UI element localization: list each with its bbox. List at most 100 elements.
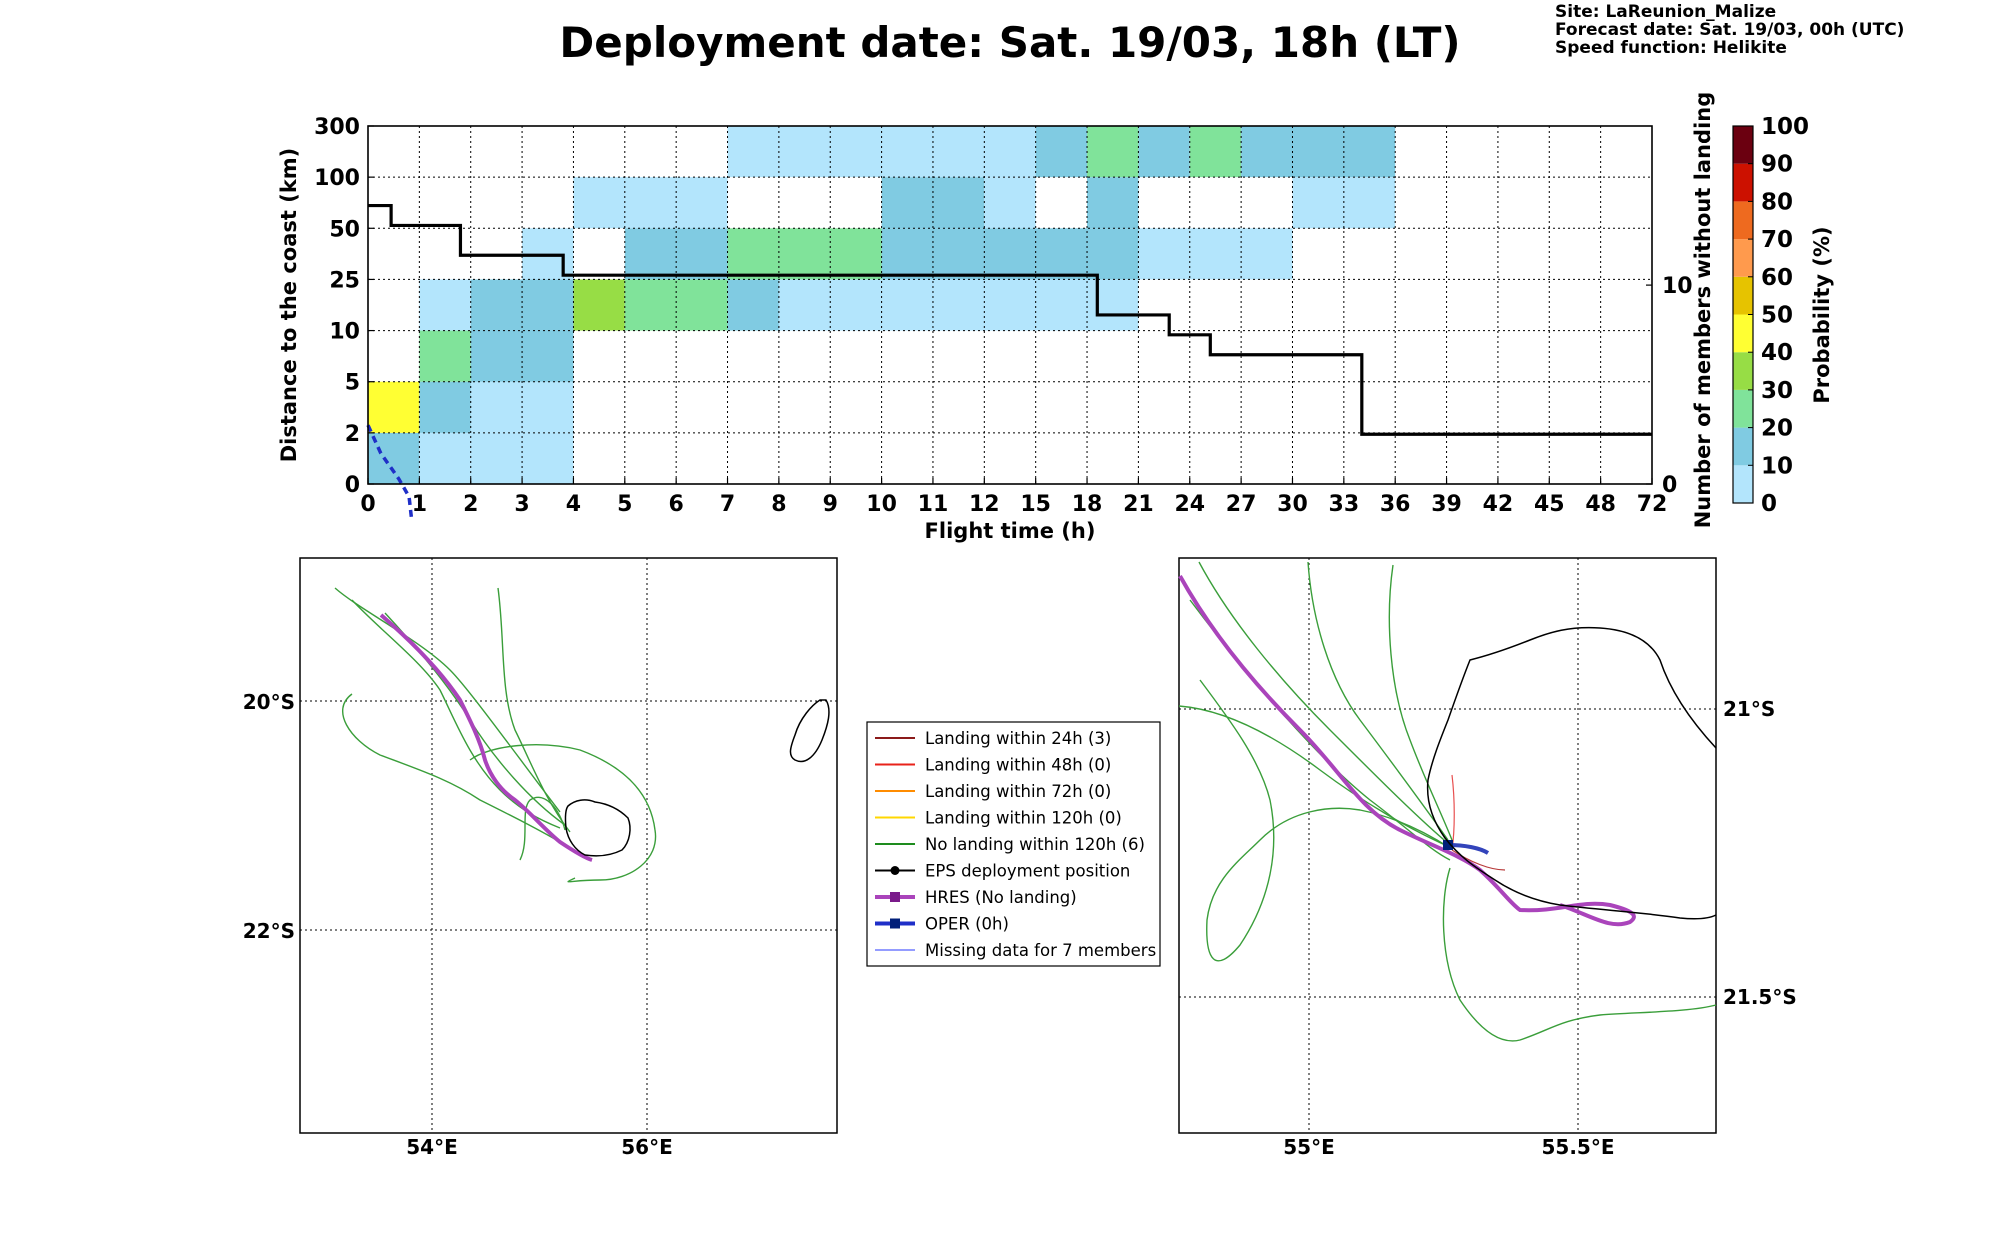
eps-track xyxy=(497,587,571,833)
eps-track xyxy=(519,796,566,861)
heatmap-cell xyxy=(573,279,625,331)
colorbar-segment xyxy=(1733,352,1753,390)
heatmap-cell xyxy=(1087,177,1139,229)
colorbar-segment xyxy=(1733,201,1753,240)
heatmap-cell xyxy=(1138,126,1190,178)
colorbar-tick-label: 90 xyxy=(1761,152,1793,178)
heatmap-frame xyxy=(367,125,1653,485)
heatmap-cells xyxy=(368,126,1396,484)
colorbar-ticks: 0 10 20 30 40 50 60 70 80 90 100 xyxy=(1748,114,1809,517)
x-tick-label: 39 xyxy=(1431,492,1462,517)
legend-label: EPS deployment position xyxy=(925,862,1130,881)
heatmap-panel: 0 1 2 3 4 5 6 7 8 9 10 11 12 15 18 21 24 27 30 33 36 39 42 45 48… xyxy=(277,92,1715,543)
eps-track xyxy=(1178,705,1453,849)
colorbar-tick-label: 60 xyxy=(1761,265,1793,291)
x-tick-label: 36 xyxy=(1380,492,1411,517)
heatmap-cell xyxy=(881,228,1139,280)
y-axis-label: Distance to the coast (km) xyxy=(277,148,301,463)
legend-marker xyxy=(890,866,900,875)
legend-item: Landing within 72h (0) xyxy=(875,782,1111,801)
legend-item: Missing data for 7 members xyxy=(875,941,1156,960)
heatmap-cell xyxy=(727,279,779,331)
colorbar-segments xyxy=(1733,126,1753,503)
y2-tick-label: 0 xyxy=(1662,473,1677,498)
colorbar-tick-label: 20 xyxy=(1761,416,1793,442)
x-tick-label: 12 xyxy=(969,492,1000,517)
x-tick-label: 18 xyxy=(1072,492,1103,517)
eps-track xyxy=(1307,561,1449,841)
map-left-hres-track xyxy=(379,613,593,862)
heatmap-cell xyxy=(1138,228,1293,280)
colorbar-tick-label: 30 xyxy=(1761,378,1793,404)
map-right-lon-label: 55°E xyxy=(1283,1135,1335,1159)
eps-track xyxy=(1442,867,1717,1042)
x-tick-label: 10 xyxy=(866,492,897,517)
x-axis-label: Flight time (h) xyxy=(925,519,1096,543)
map-left-lon-label: 54°E xyxy=(406,1135,458,1159)
x-tick-label: 0 xyxy=(360,492,375,517)
members-without-landing-line xyxy=(368,203,1652,436)
legend-item: Landing within 48h (0) xyxy=(875,756,1111,775)
y-tick-label: 100 xyxy=(314,166,360,191)
colorbar-label: Probability (%) xyxy=(1810,226,1834,403)
map-right: 21°S 21.5°S 55°E 55.5°E xyxy=(1178,557,1797,1159)
colorbar-tick-label: 80 xyxy=(1761,189,1793,215)
y-tick-label: 5 xyxy=(345,371,360,396)
x-tick-label: 21 xyxy=(1123,492,1154,517)
legend-label: Landing within 24h (3) xyxy=(925,729,1111,748)
heatmap-y2-ticks: 0 10 xyxy=(1646,274,1693,498)
x-tick-label: 7 xyxy=(720,492,735,517)
y2-tick-label: 10 xyxy=(1662,274,1693,299)
colorbar-segment xyxy=(1733,276,1753,315)
map-left-lat-label: 22°S xyxy=(243,919,295,943)
colorbar-segment xyxy=(1733,239,1753,277)
legend-marker xyxy=(890,892,900,902)
heatmap-cell xyxy=(1087,126,1139,178)
heatmap-cell xyxy=(419,432,574,484)
map-right-lat-label: 21°S xyxy=(1723,697,1775,721)
site-label: Site: LaReunion_Malize xyxy=(1555,2,1776,22)
oper-deployment-marker xyxy=(1443,840,1453,850)
forecast-date-label: Forecast date: Sat. 19/03, 00h (UTC) xyxy=(1555,20,1904,40)
x-tick-label: 11 xyxy=(918,492,949,517)
eps-track xyxy=(1198,561,1451,846)
eps-track xyxy=(1199,679,1451,962)
landing-track xyxy=(1451,849,1506,871)
y-tick-label: 300 xyxy=(314,115,360,140)
x-tick-label: 30 xyxy=(1277,492,1308,517)
y-tick-label: 10 xyxy=(329,320,360,345)
x-tick-label: 8 xyxy=(771,492,786,517)
x-tick-label: 2 xyxy=(463,492,478,517)
legend-label: Landing within 120h (0) xyxy=(925,809,1122,828)
x-tick-label: 15 xyxy=(1020,492,1051,517)
reunion-island-coastline xyxy=(1426,626,1717,920)
legend-label: Missing data for 7 members xyxy=(925,941,1156,960)
y2-axis-label: Number of members without landing xyxy=(1691,92,1715,529)
x-tick-label: 45 xyxy=(1534,492,1565,517)
y-tick-label: 25 xyxy=(329,268,360,293)
heatmap-cell xyxy=(1189,126,1242,178)
legend-label: No landing within 120h (6) xyxy=(925,835,1145,854)
heatmap-cell xyxy=(1241,126,1396,178)
legend-item: HRES (No landing) xyxy=(875,888,1077,907)
map-left-lat-label: 20°S xyxy=(243,690,295,714)
map-left: 20°S 22°S 54°E 56°E xyxy=(243,557,838,1159)
heatmap-cell xyxy=(419,330,471,382)
colorbar-tick-label: 50 xyxy=(1761,303,1793,329)
legend-label: Landing within 72h (0) xyxy=(925,782,1111,801)
map-left-lon-label: 56°E xyxy=(621,1135,673,1159)
legend-label: HRES (No landing) xyxy=(925,888,1077,907)
oper-line xyxy=(366,424,414,520)
heatmap-cell xyxy=(1035,126,1088,178)
legend-label: Landing within 48h (0) xyxy=(925,756,1111,775)
heatmap-cell xyxy=(419,381,471,433)
legend-marker xyxy=(890,918,900,929)
mauritius-island-outline xyxy=(789,699,830,763)
colorbar-segment xyxy=(1733,465,1753,503)
legend: Landing within 24h (3) Landing within 48h… xyxy=(866,721,1161,967)
members-step-line xyxy=(368,203,1652,436)
x-tick-label: 24 xyxy=(1174,492,1205,517)
legend-item: EPS deployment position xyxy=(875,862,1130,881)
